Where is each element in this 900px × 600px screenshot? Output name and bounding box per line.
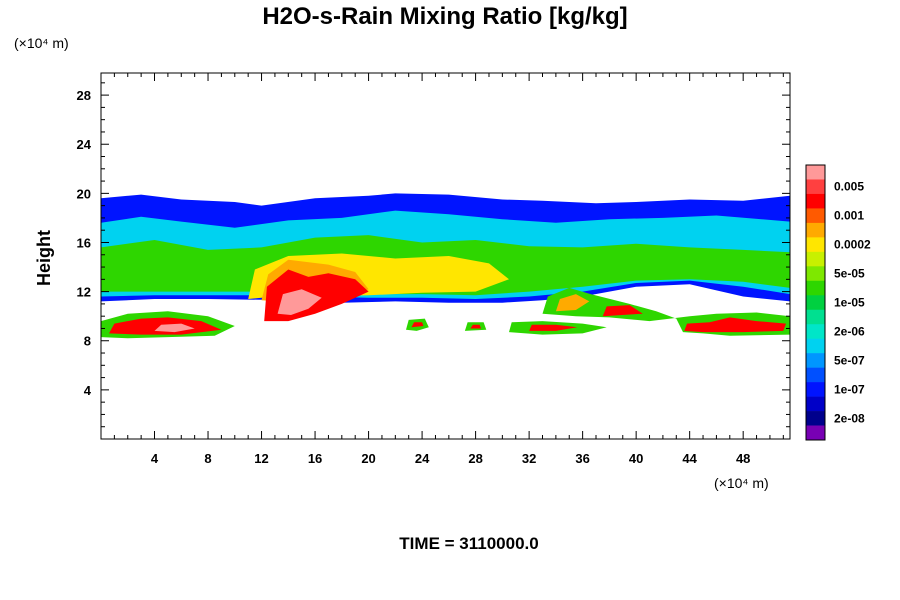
x-tick-label: 36 [575, 451, 589, 466]
x-tick-label: 32 [522, 451, 536, 466]
x-tick-label: 44 [682, 451, 697, 466]
colorbar-swatch [806, 338, 825, 354]
x-tick-label: 8 [204, 451, 211, 466]
x-unit-label: (×10⁴ m) [714, 475, 769, 491]
colorbar-label: 0.005 [834, 180, 864, 194]
mixing-ratio-field [101, 193, 790, 339]
x-tick-label: 28 [468, 451, 482, 466]
colorbar-label: 2e-08 [834, 411, 865, 425]
colorbar-label: 0.001 [834, 209, 864, 223]
colorbar-swatch [806, 367, 825, 383]
colorbar-swatch [806, 353, 825, 368]
colorbar-swatch [806, 280, 825, 296]
y-unit-label: (×10⁴ m) [14, 35, 69, 51]
x-tick-label: 48 [736, 451, 750, 466]
colorbar-swatch [806, 251, 825, 267]
plot-frame [100, 72, 791, 440]
colorbar-swatch [806, 179, 825, 195]
colorbar-label: 1e-07 [834, 382, 865, 396]
colorbar-swatch [806, 295, 825, 311]
colorbar-swatch [806, 309, 825, 325]
y-axis: 4 8 12 16 20 24 28 [77, 82, 790, 428]
colorbar-swatch [806, 165, 825, 180]
chart-title: H2O-s-Rain Mixing Ratio [kg/kg] [262, 3, 627, 30]
colorbar: 0.005 0.001 0.0002 5e-05 1e-05 2e-06 5e-07 1e-0… [805, 164, 871, 441]
contour-region-right-ledge-red-b [684, 317, 786, 333]
colorbar-label: 2e-06 [834, 324, 865, 338]
x-tick-label: 4 [151, 451, 159, 466]
time-footer: TIME = 3110000.0 [399, 534, 538, 553]
y-axis-label: Height [34, 230, 54, 286]
x-axis: 4 8 12 16 20 24 28 32 36 40 44 48 [113, 73, 784, 466]
colorbar-swatch [806, 266, 825, 282]
x-tick-label: 24 [415, 451, 430, 466]
y-tick-label: 4 [84, 383, 92, 398]
y-tick-label: 24 [77, 137, 92, 152]
colorbar-swatch [806, 411, 825, 426]
colorbar-swatch [806, 425, 825, 441]
colorbar-label: 0.0002 [834, 238, 871, 252]
colorbar-swatch [806, 396, 825, 412]
y-tick-label: 28 [77, 88, 91, 103]
contour-region-low-band-left-pink [154, 323, 195, 333]
y-tick-label: 12 [77, 285, 91, 300]
colorbar-swatch [806, 324, 825, 339]
colorbar-label: 5e-07 [834, 353, 865, 367]
contour-region-core-pink [277, 289, 322, 315]
y-tick-label: 8 [84, 334, 91, 349]
colorbar-swatch [806, 237, 825, 253]
colorbar-swatch [806, 208, 825, 224]
colorbar-label: 1e-05 [834, 296, 865, 310]
colorbar-frame [805, 164, 826, 441]
colorbar-swatch [806, 222, 825, 238]
contour-region-right-ledge-orange [555, 294, 590, 312]
colorbar-swatch [806, 382, 825, 397]
y-tick-label: 20 [77, 186, 91, 201]
contour-region-low-mid-red [529, 324, 578, 331]
contour-region-right-ledge-red-a [602, 305, 643, 317]
y-tick-label: 16 [77, 235, 91, 250]
contour-region-speck-28-red [470, 324, 481, 329]
x-tick-label: 12 [254, 451, 268, 466]
x-tick-label: 16 [308, 451, 322, 466]
contour-region-speck-23-red [411, 322, 424, 328]
colorbar-label: 5e-05 [834, 267, 865, 281]
colorbar-swatch [806, 193, 825, 209]
x-tick-label: 20 [361, 451, 375, 466]
x-tick-label: 40 [629, 451, 643, 466]
